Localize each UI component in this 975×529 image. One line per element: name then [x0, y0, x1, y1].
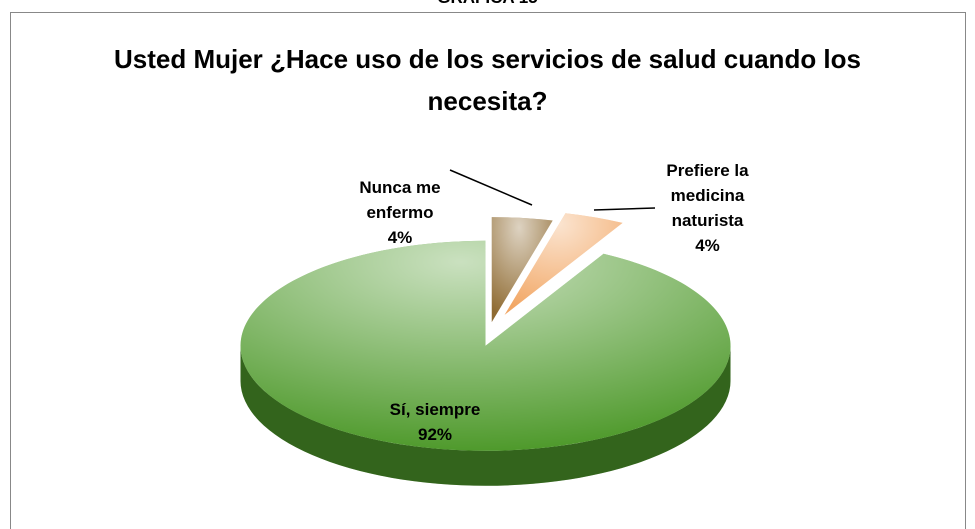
slice-label: Nunca me enfermo — [359, 178, 441, 222]
slice-side-shade — [240, 345, 731, 486]
slice-value-label: 4% — [695, 236, 720, 255]
chart-title: Usted Mujer ¿Hace uso de los servicios d… — [114, 44, 861, 116]
slice-side — [240, 345, 731, 486]
slice-label: Sí, siempre — [389, 400, 481, 419]
slice-highlight — [240, 240, 731, 451]
leader-line — [593, 207, 656, 211]
slice-value-label: 92% — [417, 425, 453, 444]
slice-highlight — [491, 217, 553, 323]
slice-label: Prefiere la medicina naturista — [666, 161, 749, 230]
slice-highlight — [504, 213, 623, 315]
leader-line — [449, 169, 533, 206]
slice-value-label: 4% — [387, 228, 413, 247]
heading: GRAFICA 15 — [0, 0, 975, 8]
pie — [240, 213, 731, 486]
